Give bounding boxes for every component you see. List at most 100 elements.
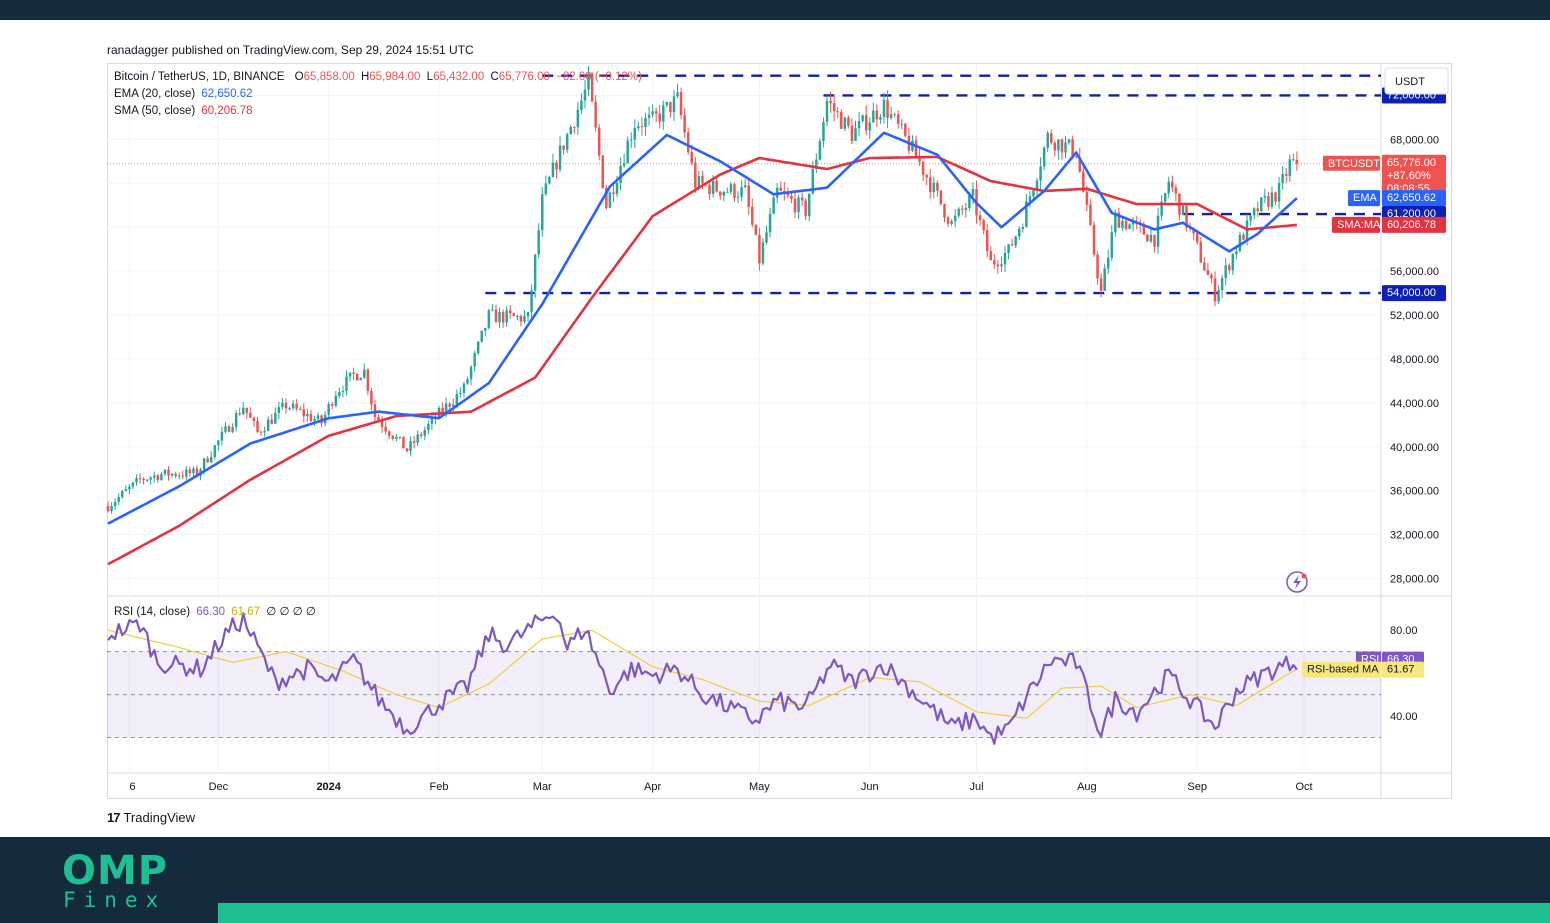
candle xyxy=(1160,195,1163,221)
candle xyxy=(783,181,786,201)
candle xyxy=(800,192,804,207)
candle xyxy=(213,444,217,460)
candle xyxy=(220,426,224,446)
candle xyxy=(544,175,548,196)
candle xyxy=(160,471,163,481)
candle xyxy=(1249,214,1252,226)
ema-tag: EMA xyxy=(1348,190,1380,207)
candle xyxy=(409,436,412,456)
lightning-icon[interactable] xyxy=(1286,571,1308,593)
candle xyxy=(345,370,348,396)
candle xyxy=(476,340,480,356)
candle xyxy=(153,471,156,483)
candle xyxy=(843,116,847,132)
svg-text:+87.60%: +87.60% xyxy=(1387,170,1431,182)
candle xyxy=(686,127,690,155)
level-54-label: 54,000.00 xyxy=(1382,285,1446,302)
candle xyxy=(640,117,644,136)
rsi-ma-tag: RSI-based MA xyxy=(1302,661,1381,678)
open-label: O xyxy=(294,71,304,83)
candle xyxy=(847,115,850,129)
candle xyxy=(234,410,238,432)
candle xyxy=(825,95,829,127)
candle xyxy=(1213,271,1217,307)
candles xyxy=(106,66,1299,514)
candle xyxy=(370,387,373,411)
candle xyxy=(256,416,259,434)
candle xyxy=(605,184,608,210)
candle xyxy=(583,79,587,109)
ema-line xyxy=(107,131,1298,525)
candle xyxy=(836,107,839,119)
candle xyxy=(1014,235,1017,249)
candle xyxy=(1295,151,1299,171)
candle xyxy=(1206,262,1210,276)
price-tick-label: 68,000.00 xyxy=(1390,134,1439,146)
candle xyxy=(939,190,943,206)
candle xyxy=(569,124,572,135)
rsi-legend-value: 66.30 xyxy=(196,606,226,618)
candle xyxy=(886,90,889,129)
price-tick-label: 52,000.00 xyxy=(1390,310,1439,322)
candle xyxy=(338,387,341,399)
candle xyxy=(537,223,540,259)
candle xyxy=(316,412,320,421)
candle xyxy=(1146,233,1149,242)
candle xyxy=(740,179,743,202)
candle xyxy=(145,478,149,482)
candle xyxy=(352,367,355,381)
rsi-ma-line xyxy=(107,629,1298,719)
candle xyxy=(1035,177,1039,197)
candle xyxy=(1000,256,1003,272)
svg-text:54,000.00: 54,000.00 xyxy=(1387,287,1436,299)
candle xyxy=(608,191,612,209)
candle xyxy=(341,385,345,398)
candle xyxy=(434,414,437,425)
symbol-label[interactable]: Bitcoin / TetherUS, 1D, BINANCE xyxy=(114,71,285,83)
candle xyxy=(1053,140,1057,157)
candle xyxy=(1270,186,1274,210)
candle xyxy=(904,122,907,138)
candle xyxy=(541,187,544,237)
candle xyxy=(274,407,277,424)
candle xyxy=(626,136,629,164)
candle xyxy=(907,127,911,155)
candle xyxy=(772,194,775,215)
candle xyxy=(466,376,469,385)
candle xyxy=(405,447,409,453)
candle xyxy=(501,309,505,328)
high-label: H xyxy=(360,71,370,83)
candle xyxy=(284,398,288,414)
candle xyxy=(665,101,669,108)
candle xyxy=(630,132,633,149)
svg-text:60,206.78: 60,206.78 xyxy=(1387,219,1436,231)
currency-button[interactable]: USDT xyxy=(1384,67,1449,95)
candle xyxy=(590,71,594,103)
candle xyxy=(1092,221,1096,257)
candle xyxy=(252,416,256,427)
candle xyxy=(167,466,170,481)
candle xyxy=(1288,154,1292,182)
candle xyxy=(462,381,466,398)
sma-legend[interactable]: SMA (50, close) 60,206.78 xyxy=(114,105,256,117)
ema-legend[interactable]: EMA (20, close) 62,650.62 xyxy=(114,88,256,100)
candle xyxy=(761,238,765,266)
price-tick-label: 56,000.00 xyxy=(1390,266,1439,278)
candle xyxy=(950,219,953,226)
candle xyxy=(416,430,419,447)
svg-text:RSI-based MA: RSI-based MA xyxy=(1307,664,1379,676)
brand-subtitle: Finex xyxy=(63,888,167,912)
candle xyxy=(562,145,565,155)
rsi-legend[interactable]: RSI (14, close) 66.30 61.67 ∅ ∅ ∅ ∅ xyxy=(114,604,319,618)
rsi-extra-values: ∅ ∅ ∅ ∅ xyxy=(266,606,316,618)
published-line: ranadagger published on TradingView.com,… xyxy=(107,43,474,57)
chart-frame[interactable] xyxy=(107,63,1452,799)
candle xyxy=(651,104,654,118)
candle xyxy=(768,207,772,238)
candle xyxy=(1089,198,1092,227)
candle xyxy=(135,474,138,486)
candle xyxy=(306,408,309,422)
candle xyxy=(1217,285,1220,305)
candle xyxy=(192,466,195,478)
